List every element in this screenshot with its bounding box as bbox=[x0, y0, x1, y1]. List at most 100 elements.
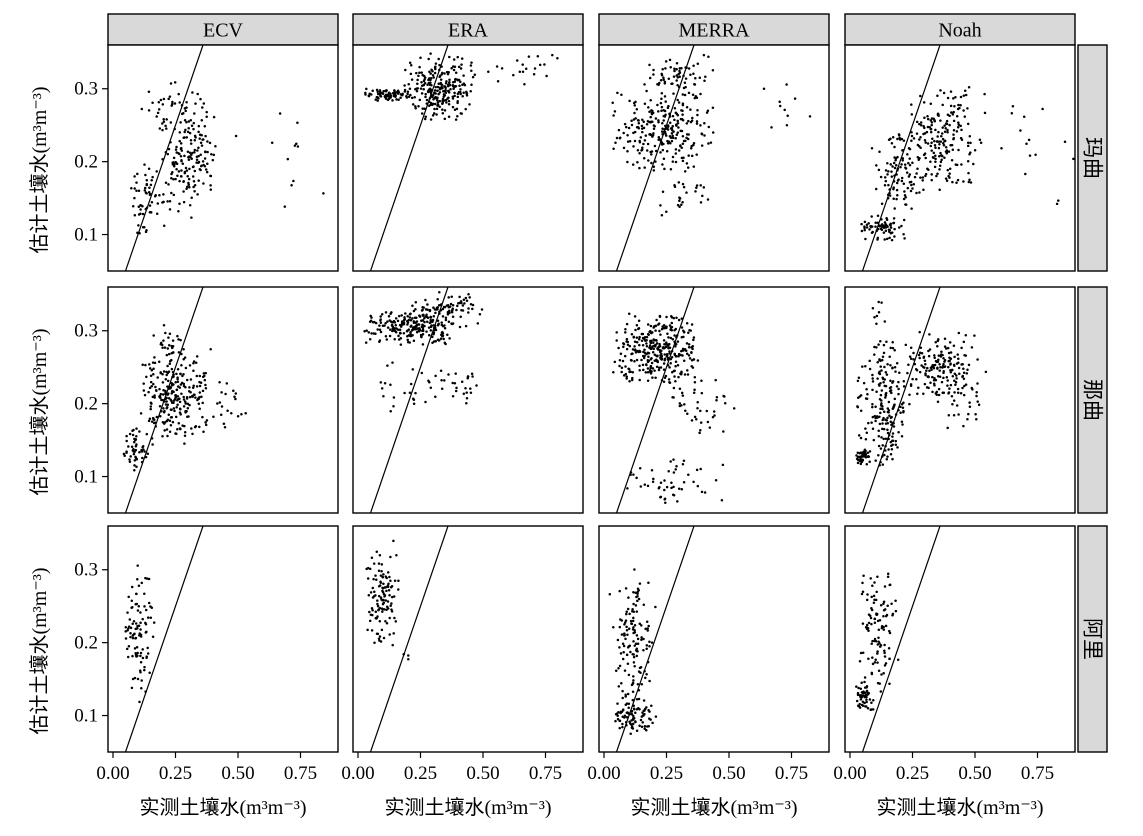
data-point bbox=[889, 440, 893, 444]
data-point bbox=[903, 193, 907, 197]
data-point bbox=[137, 584, 141, 588]
data-point bbox=[861, 455, 864, 458]
data-point bbox=[424, 115, 427, 118]
data-point bbox=[890, 444, 893, 448]
data-point bbox=[956, 391, 960, 395]
data-point bbox=[420, 84, 424, 87]
data-point bbox=[871, 388, 874, 392]
data-point bbox=[644, 627, 647, 631]
data-point bbox=[865, 431, 869, 435]
data-point bbox=[632, 335, 636, 339]
data-point bbox=[411, 317, 414, 320]
data-point bbox=[195, 374, 199, 378]
data-point bbox=[963, 353, 966, 357]
data-point bbox=[691, 93, 695, 97]
data-point bbox=[941, 365, 945, 368]
data-point bbox=[908, 157, 911, 160]
data-point bbox=[943, 124, 946, 127]
data-point bbox=[139, 635, 143, 638]
data-point bbox=[214, 144, 217, 148]
data-point bbox=[527, 55, 531, 58]
data-point bbox=[880, 399, 883, 402]
data-point bbox=[414, 88, 417, 91]
data-point bbox=[886, 431, 890, 435]
data-point bbox=[645, 706, 648, 709]
data-point bbox=[680, 326, 684, 329]
data-point bbox=[631, 690, 635, 694]
data-point bbox=[901, 157, 905, 160]
data-point bbox=[966, 107, 969, 110]
data-point bbox=[951, 180, 954, 184]
data-point bbox=[240, 413, 243, 416]
data-point bbox=[196, 92, 199, 96]
data-point bbox=[932, 156, 935, 160]
data-point bbox=[929, 366, 933, 370]
data-point bbox=[895, 188, 899, 192]
data-point bbox=[443, 326, 447, 330]
data-point bbox=[923, 138, 927, 142]
data-point bbox=[411, 304, 414, 308]
data-point bbox=[878, 372, 882, 376]
data-point bbox=[128, 458, 131, 461]
data-point bbox=[667, 470, 670, 473]
data-point bbox=[887, 170, 890, 173]
data-point bbox=[368, 610, 371, 614]
data-point bbox=[685, 321, 689, 325]
data-point bbox=[879, 339, 882, 343]
data-point bbox=[170, 392, 173, 395]
data-point bbox=[451, 315, 455, 319]
data-point bbox=[876, 652, 879, 655]
data-point bbox=[292, 179, 295, 183]
data-point bbox=[150, 201, 154, 204]
data-point bbox=[623, 122, 627, 126]
data-point bbox=[631, 352, 634, 355]
data-point bbox=[948, 114, 951, 118]
data-point bbox=[909, 384, 913, 388]
data-point bbox=[162, 370, 166, 373]
data-point bbox=[170, 358, 173, 362]
data-point bbox=[648, 346, 651, 349]
data-point bbox=[650, 468, 654, 472]
data-point bbox=[651, 367, 655, 370]
data-point bbox=[879, 393, 883, 397]
data-point bbox=[621, 359, 625, 363]
data-point bbox=[665, 345, 668, 349]
data-point bbox=[630, 719, 633, 722]
data-point bbox=[636, 148, 640, 152]
data-point bbox=[636, 160, 639, 164]
data-point bbox=[886, 410, 890, 414]
data-point bbox=[635, 647, 639, 651]
data-point bbox=[407, 83, 410, 86]
data-point bbox=[946, 168, 950, 172]
data-point bbox=[429, 316, 433, 319]
data-point bbox=[649, 115, 652, 119]
data-point bbox=[919, 123, 923, 127]
data-point bbox=[403, 316, 406, 319]
data-point bbox=[673, 118, 676, 122]
data-point bbox=[427, 57, 430, 61]
data-point bbox=[182, 384, 186, 388]
data-point bbox=[138, 451, 141, 454]
data-point bbox=[909, 189, 913, 193]
data-point bbox=[875, 314, 879, 318]
data-point bbox=[639, 136, 643, 139]
data-point bbox=[713, 414, 716, 417]
data-point bbox=[946, 96, 950, 100]
data-point bbox=[907, 161, 910, 165]
data-point bbox=[469, 302, 473, 306]
data-point bbox=[407, 328, 411, 331]
data-point bbox=[395, 98, 398, 101]
data-point bbox=[687, 343, 691, 346]
data-point bbox=[881, 418, 884, 422]
data-point bbox=[932, 151, 936, 155]
data-point bbox=[689, 73, 692, 76]
data-point bbox=[856, 455, 860, 459]
data-point bbox=[180, 392, 183, 396]
data-point bbox=[667, 378, 671, 381]
data-point bbox=[194, 361, 198, 364]
data-point bbox=[165, 118, 168, 121]
data-point bbox=[883, 643, 886, 647]
data-point bbox=[662, 380, 666, 384]
data-point bbox=[868, 698, 872, 701]
